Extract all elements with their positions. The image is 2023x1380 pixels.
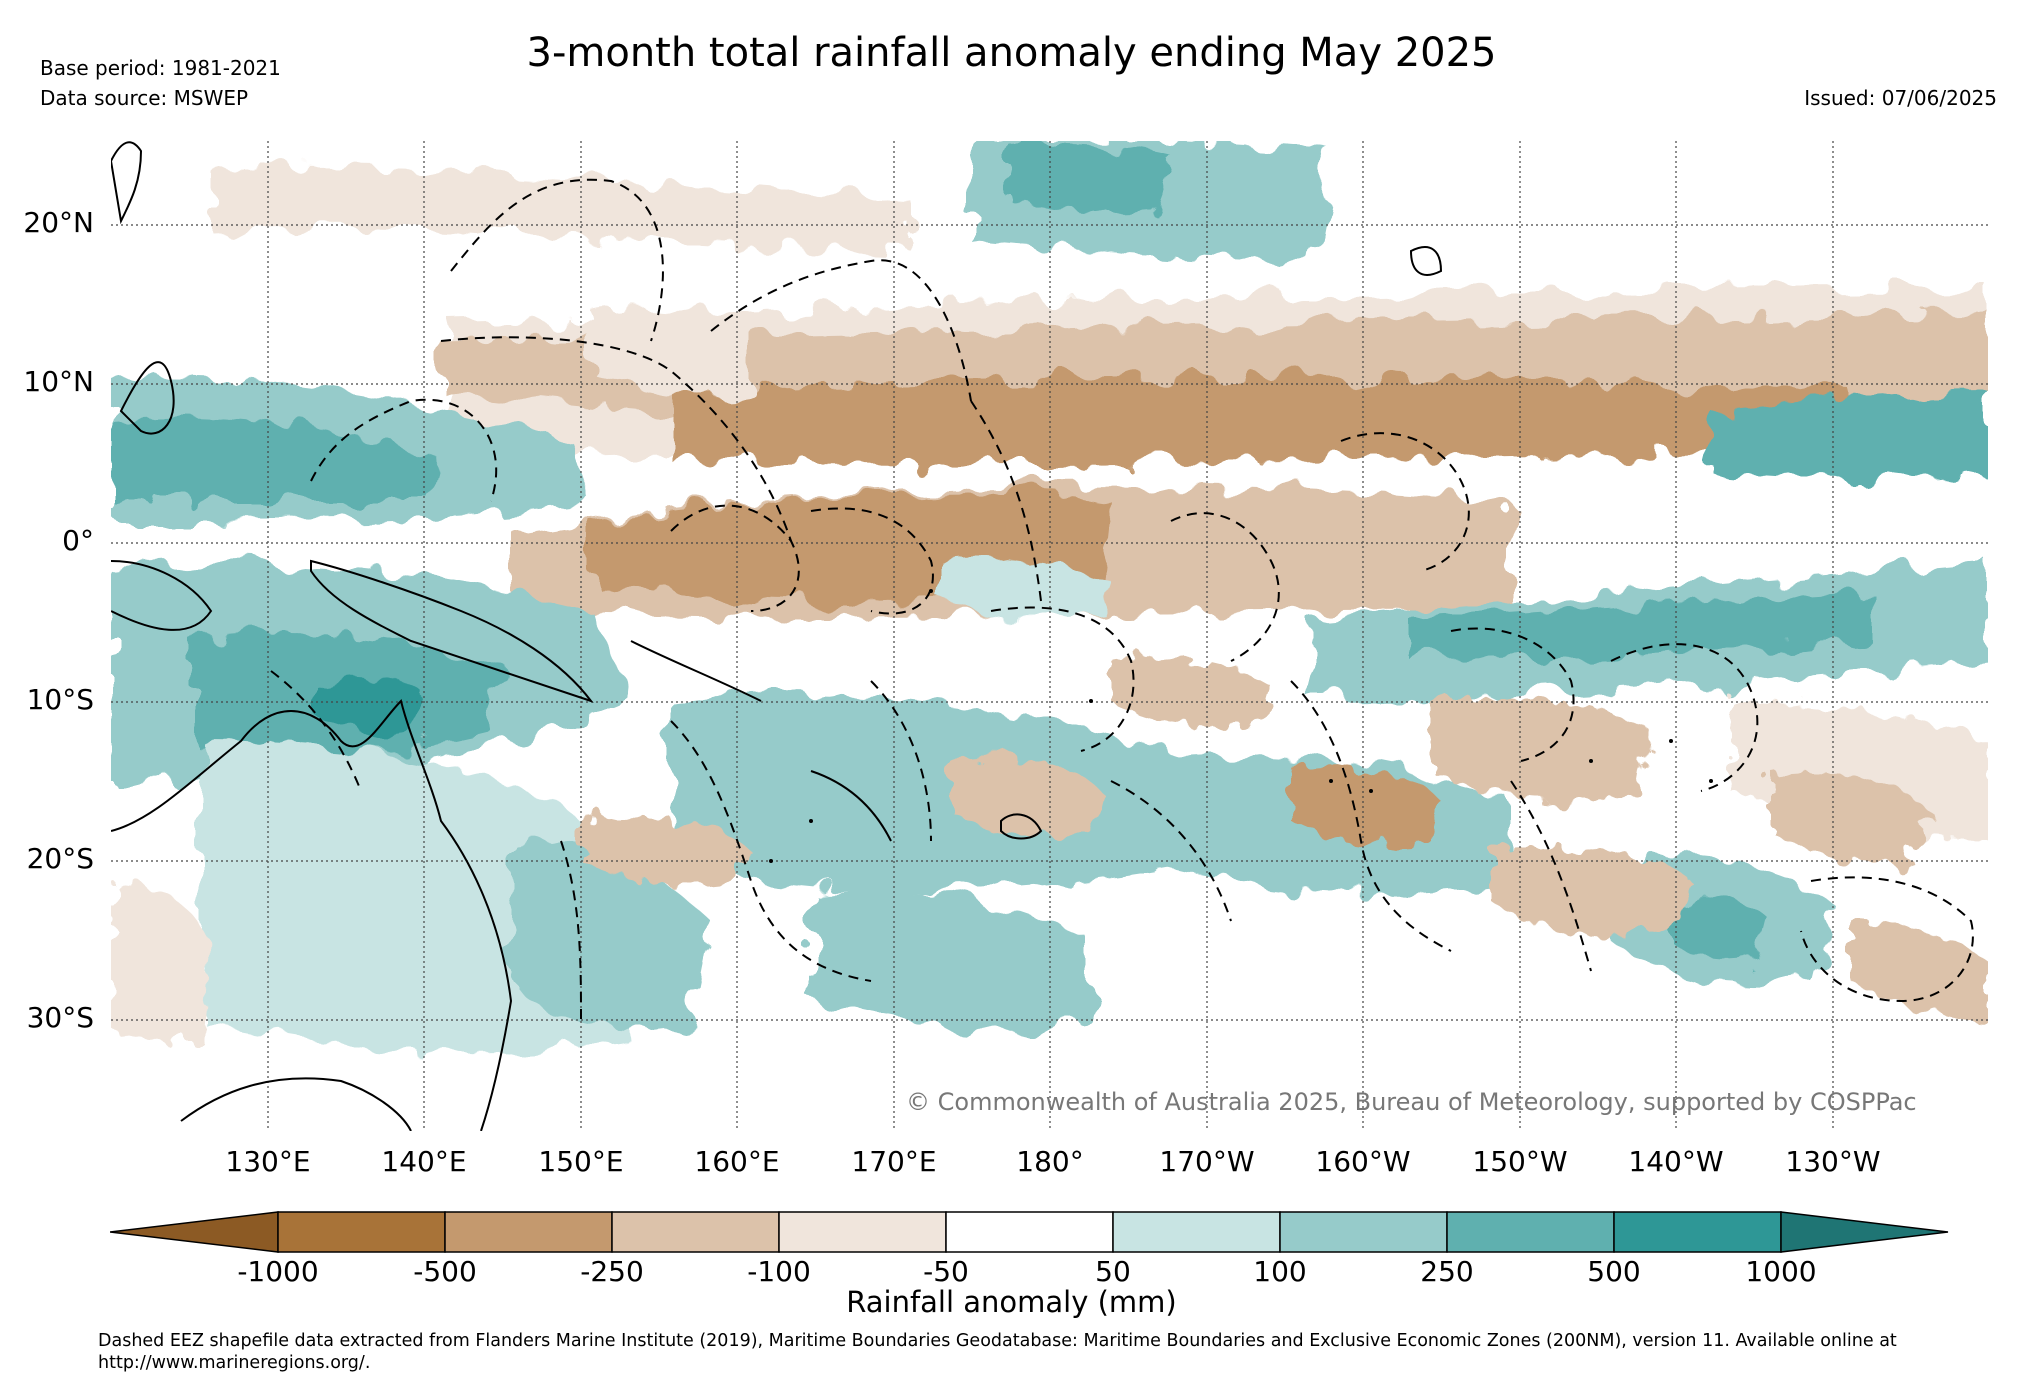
- colorbar-tick: -100: [747, 1255, 811, 1288]
- footnote: Dashed EEZ shapefile data extracted from…: [98, 1331, 1897, 1373]
- lon-label-180: 180°: [1016, 1145, 1084, 1178]
- colorbar-bin-9: [1613, 1211, 1782, 1253]
- lat-label-10s: 10°S: [26, 683, 94, 716]
- colorbar-tick: -500: [413, 1255, 477, 1288]
- colorbar-tick: -250: [580, 1255, 644, 1288]
- colorbar-tick: -1000: [237, 1255, 319, 1288]
- lon-label-150e: 150°E: [538, 1145, 624, 1178]
- colorbar-bin-8: [1446, 1211, 1615, 1253]
- colorbar-tick: 100: [1253, 1255, 1307, 1288]
- colorbar-tick: -50: [923, 1255, 969, 1288]
- lon-label-150w: 150°W: [1472, 1145, 1568, 1178]
- issued-date-label: Issued: 07/06/2025: [1804, 86, 1997, 110]
- colorbar-tick: 50: [1095, 1255, 1131, 1288]
- colorbar-bin-5: [945, 1211, 1114, 1253]
- lon-label-130w: 130°W: [1785, 1145, 1881, 1178]
- colorbar-bin-4: [778, 1211, 947, 1253]
- lat-label-20s: 20°S: [26, 842, 94, 875]
- colorbar-bin-6: [1112, 1211, 1281, 1253]
- colorbar-tick: 250: [1420, 1255, 1474, 1288]
- colorbar-tick: 500: [1587, 1255, 1641, 1288]
- colorbar-bin-7: [1279, 1211, 1448, 1253]
- map-title: 3-month total rainfall anomaly ending Ma…: [526, 30, 1497, 76]
- colorbar-title: Rainfall anomaly (mm): [846, 1285, 1177, 1319]
- lon-label-140w: 140°W: [1628, 1145, 1724, 1178]
- data-source-label: Data source: MSWEP: [40, 86, 249, 110]
- lon-label-160e: 160°E: [694, 1145, 780, 1178]
- colorbar-bin-1: [277, 1211, 446, 1253]
- islands: [769, 589, 1713, 863]
- lat-label-0: 0°: [62, 524, 94, 557]
- copyright-notice: © Commonwealth of Australia 2025, Bureau…: [906, 1088, 1917, 1116]
- lon-label-160w: 160°W: [1315, 1145, 1411, 1178]
- colorbar-extend-high: [1780, 1211, 1949, 1253]
- rainfall-anomaly-map: © Commonwealth of Australia 2025, Bureau…: [111, 141, 1988, 1131]
- lon-label-140e: 140°E: [381, 1145, 467, 1178]
- base-period-label: Base period: 1981-2021: [40, 56, 281, 80]
- lat-label-20n: 20°N: [23, 206, 94, 239]
- lat-label-30s: 30°S: [26, 1001, 94, 1034]
- lat-label-10n: 10°N: [23, 365, 94, 398]
- colorbar-bin-2: [444, 1211, 613, 1253]
- lon-label-170e: 170°E: [851, 1145, 937, 1178]
- colorbar-bin-3: [611, 1211, 780, 1253]
- lon-label-170w: 170°W: [1159, 1145, 1255, 1178]
- coastlines: [111, 141, 1443, 1131]
- eez-boundaries: [270, 178, 1974, 1022]
- colorbar-tick: 1000: [1745, 1255, 1817, 1288]
- colorbar-extend-low: [110, 1211, 279, 1253]
- lon-label-130e: 130°E: [225, 1145, 311, 1178]
- colorbar: [110, 1211, 1949, 1253]
- anomaly-field-south: [111, 657, 1988, 1041]
